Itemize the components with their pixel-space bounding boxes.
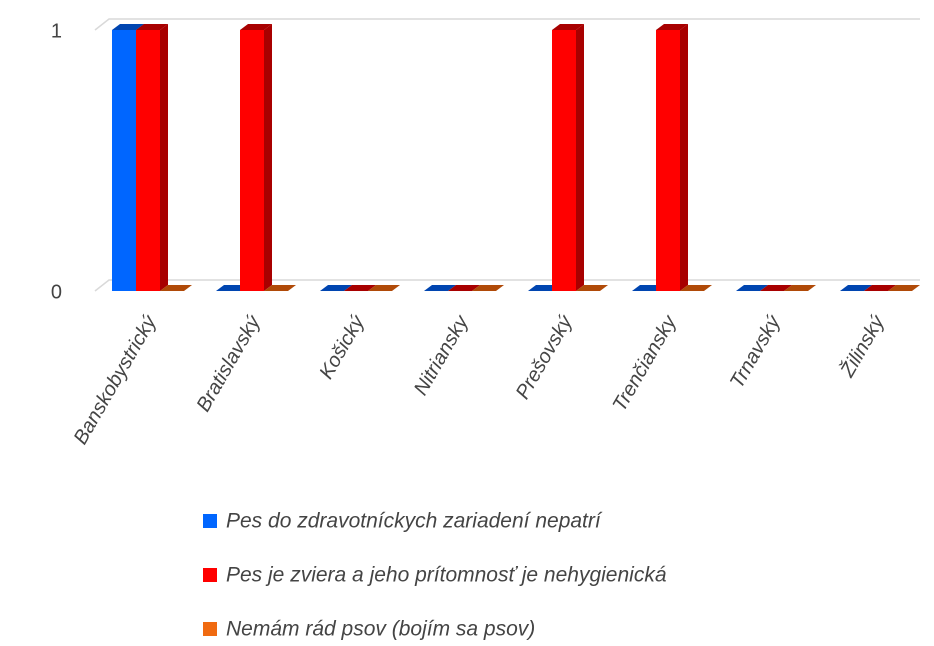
bar-top xyxy=(760,285,792,291)
bar-side xyxy=(264,24,272,291)
legend-swatch xyxy=(203,622,217,636)
bar-top xyxy=(888,285,920,291)
x-tick-label: Nitriansky xyxy=(410,311,473,399)
y-tick-label: 0 xyxy=(51,281,62,303)
bar-top xyxy=(264,285,296,291)
bar-top xyxy=(136,24,168,30)
x-tick-label: Trenčiansky xyxy=(609,311,682,415)
bar xyxy=(112,30,136,291)
bar xyxy=(136,30,160,291)
bar-side xyxy=(680,24,688,291)
bar-top xyxy=(240,24,272,30)
bar-side xyxy=(576,24,584,291)
x-tick-label: Prešovský xyxy=(512,311,578,403)
bar-top xyxy=(736,285,768,291)
legend-swatch xyxy=(203,514,217,528)
x-tick-label: Žilinský xyxy=(835,311,889,382)
bar-top xyxy=(160,285,192,291)
bar xyxy=(240,30,264,291)
bar-top xyxy=(552,24,584,30)
bar-top xyxy=(112,24,144,30)
bar-top xyxy=(424,285,456,291)
legend-swatch xyxy=(203,568,217,582)
bar-top xyxy=(656,24,688,30)
x-tick-label: Košický xyxy=(315,311,369,383)
bar-top xyxy=(472,285,504,291)
x-tick-label: Banskobystrický xyxy=(70,311,162,448)
grid-line xyxy=(94,279,920,292)
legend-label: Pes je zviera a jeho prítomnosť je nehyg… xyxy=(226,564,667,587)
legend-label: Pes do zdravotníckych zariadení nepatrí xyxy=(226,510,603,533)
x-tick-label: Trnavský xyxy=(726,311,785,392)
bar-top xyxy=(840,285,872,291)
bar-top xyxy=(368,285,400,291)
bar xyxy=(552,30,576,291)
bar-top xyxy=(344,285,376,291)
bar-top xyxy=(864,285,896,291)
bar xyxy=(656,30,680,291)
bar-top xyxy=(784,285,816,291)
bar-top xyxy=(320,285,352,291)
x-tick-label: Bratislavský xyxy=(192,311,265,415)
grid-line xyxy=(94,18,920,31)
bar-side xyxy=(160,24,168,291)
y-tick-label: 1 xyxy=(51,20,62,42)
bar-top xyxy=(576,285,608,291)
bar-top xyxy=(680,285,712,291)
bar-top xyxy=(448,285,480,291)
legend-label: Nemám rád psov (bojím sa psov) xyxy=(226,618,535,641)
